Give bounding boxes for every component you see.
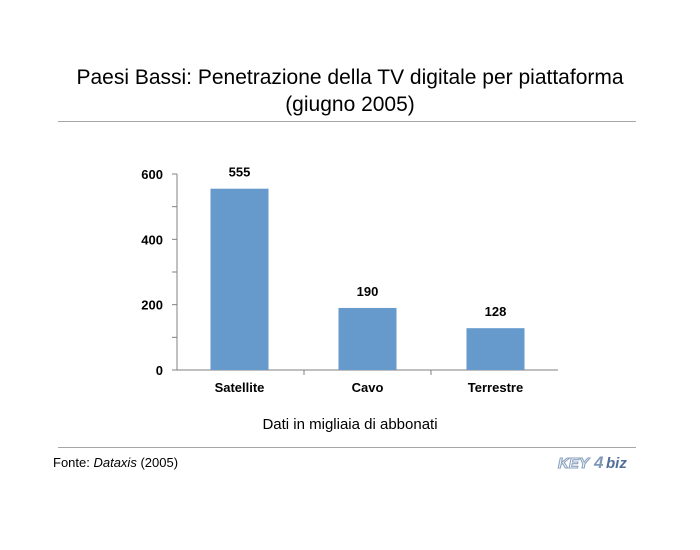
- logo-part-4: 4: [593, 453, 604, 472]
- logo-part-biz: biz: [606, 455, 627, 472]
- y-ticks: 0 200 400 600: [141, 167, 177, 378]
- source-name: Dataxis: [93, 455, 137, 470]
- logo-part-key: KEY: [558, 455, 591, 472]
- y-tick-label: 200: [141, 298, 163, 313]
- y-tick-label: 400: [141, 232, 163, 247]
- key4biz-logo: KEY 4 biz: [557, 453, 627, 473]
- bottom-divider: [58, 447, 636, 448]
- data-label: 128: [485, 304, 507, 319]
- category-label: Satellite: [215, 380, 265, 395]
- y-tick-label: 600: [141, 167, 163, 182]
- bars: [210, 188, 525, 375]
- source-note: Fonte: Dataxis (2005): [53, 455, 178, 470]
- chart-title: Paesi Bassi: Penetrazione della TV digit…: [40, 64, 660, 118]
- units-note: Dati in migliaia di abbonati: [262, 416, 438, 433]
- chart-title-line2: (giugno 2005): [285, 93, 415, 116]
- category-labels: Satellite Cavo Terrestre: [215, 380, 524, 395]
- y-tick-label: 0: [156, 363, 163, 378]
- data-label: 190: [357, 284, 379, 299]
- bar-terrestre: [466, 328, 525, 370]
- chart-title-line1: Paesi Bassi: Penetrazione della TV digit…: [76, 66, 624, 89]
- bar-cavo: [338, 307, 397, 370]
- category-label: Cavo: [352, 380, 384, 395]
- source-prefix: Fonte:: [53, 455, 94, 470]
- bar-chart: 0 200 400 600 555 190 128 Satellite Cavo Terres…: [141, 165, 558, 395]
- bar-satellite: [210, 188, 269, 370]
- source-year: (2005): [136, 455, 179, 470]
- top-divider: [58, 121, 636, 122]
- data-labels: 555 190 128: [229, 165, 507, 319]
- data-label: 555: [229, 165, 251, 180]
- category-label: Terrestre: [468, 380, 523, 395]
